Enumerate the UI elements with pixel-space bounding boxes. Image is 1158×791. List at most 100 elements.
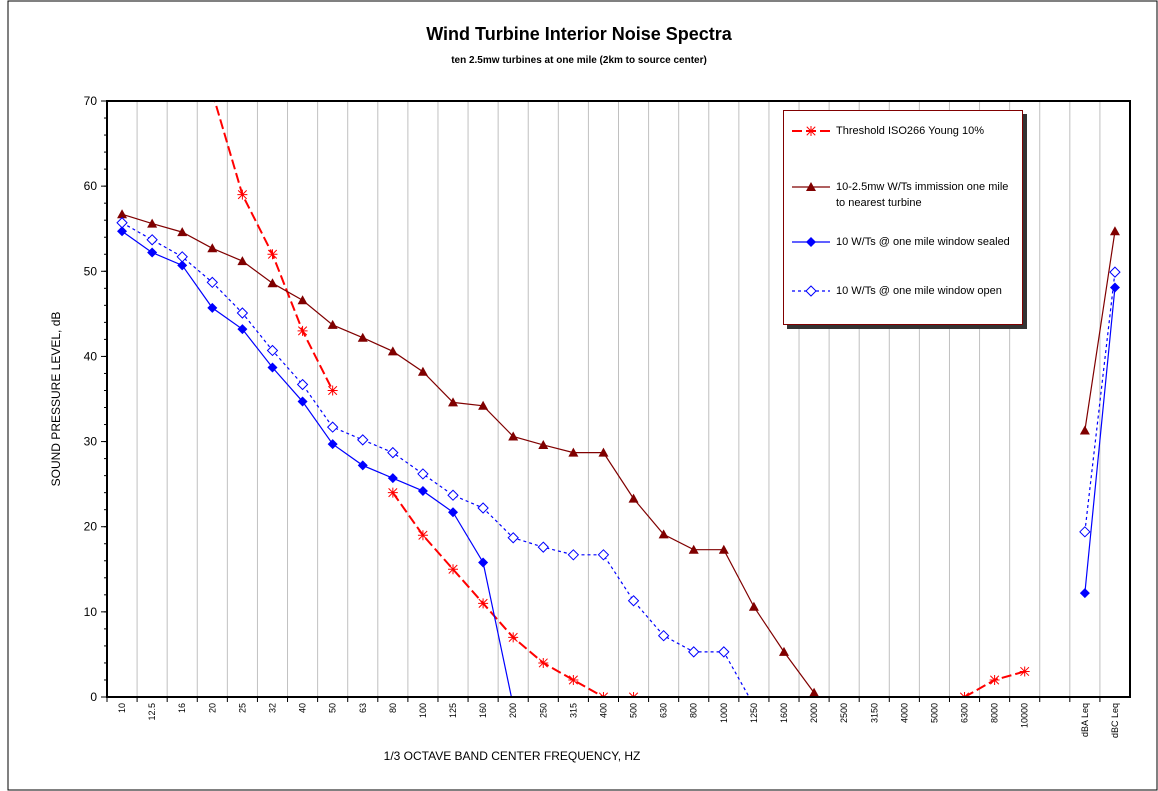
marker bbox=[207, 87, 217, 97]
x-tick-label: 2500 bbox=[839, 703, 849, 723]
marker bbox=[117, 209, 128, 219]
y-tick-label: 70 bbox=[84, 94, 98, 108]
marker bbox=[146, 234, 158, 246]
marker bbox=[448, 397, 459, 407]
marker bbox=[989, 674, 1000, 685]
marker bbox=[417, 468, 429, 480]
marker bbox=[387, 346, 398, 356]
marker bbox=[327, 385, 338, 396]
marker bbox=[568, 447, 579, 457]
x-tick-label: 5000 bbox=[929, 703, 939, 723]
marker bbox=[207, 243, 218, 253]
marker bbox=[597, 549, 610, 561]
marker bbox=[417, 530, 428, 541]
x-tick-label: 63 bbox=[358, 703, 368, 713]
x-tick-label: 80 bbox=[388, 703, 398, 713]
x-tick-label: 8000 bbox=[990, 703, 1000, 723]
marker bbox=[806, 126, 816, 136]
x-tick-label: 1000 bbox=[719, 703, 729, 723]
marker bbox=[806, 237, 816, 247]
marker bbox=[1079, 526, 1091, 538]
marker bbox=[447, 489, 459, 501]
marker bbox=[297, 325, 308, 336]
marker bbox=[778, 646, 789, 656]
chart-subtitle: ten 2.5mw turbines at one mile (2km to s… bbox=[451, 55, 707, 66]
marker bbox=[207, 302, 218, 313]
marker bbox=[417, 485, 428, 496]
marker bbox=[177, 260, 188, 271]
legend-item: 10-2.5mw W/Ts immission one mile to near… bbox=[790, 179, 1016, 211]
x-tick-label: 20 bbox=[207, 703, 217, 713]
marker bbox=[417, 366, 428, 376]
chart-title: Wind Turbine Interior Noise Spectra bbox=[426, 24, 733, 44]
x-tick-label: 160 bbox=[478, 703, 488, 718]
marker bbox=[477, 502, 489, 514]
marker bbox=[266, 344, 279, 357]
marker bbox=[387, 487, 398, 498]
marker bbox=[326, 421, 339, 433]
legend-item: Threshold ISO266 Young 10% bbox=[790, 123, 1016, 139]
marker bbox=[116, 217, 128, 229]
marker bbox=[688, 544, 699, 554]
x-tick-label: 1250 bbox=[749, 703, 759, 723]
marker bbox=[327, 439, 338, 450]
x-tick-label: 32 bbox=[267, 703, 277, 713]
x-tick-label: 100 bbox=[418, 703, 428, 718]
axes: 0 10 20 30 40 50 60 70 10 12.5 16 20 25 32 40 50 63 80 100… bbox=[84, 94, 1120, 738]
series-line bbox=[121, 230, 1116, 697]
grid bbox=[136, 101, 1101, 697]
marker bbox=[357, 434, 369, 446]
marker bbox=[1079, 588, 1090, 599]
legend-item: 10 W/Ts @ one mile window open bbox=[790, 283, 1016, 299]
marker bbox=[237, 324, 248, 335]
marker bbox=[805, 285, 817, 297]
marker bbox=[538, 657, 549, 668]
legend-label: 10 W/Ts @ one mile window open bbox=[836, 285, 1002, 297]
marker bbox=[478, 598, 489, 609]
plot-area bbox=[116, 87, 1121, 697]
x-tick-label: dBC Leq bbox=[1110, 703, 1120, 738]
y-tick-label: 20 bbox=[84, 520, 98, 534]
marker bbox=[658, 529, 669, 539]
x-tick-label: 12.5 bbox=[147, 703, 157, 721]
y-tick-label: 0 bbox=[90, 690, 97, 704]
marker bbox=[387, 473, 398, 484]
y-tick-label: 60 bbox=[84, 179, 98, 193]
marker bbox=[478, 557, 489, 568]
marker bbox=[147, 218, 158, 228]
marker bbox=[567, 549, 580, 561]
marker bbox=[568, 674, 579, 685]
x-tick-label: 10 bbox=[117, 703, 127, 713]
marker bbox=[508, 431, 519, 441]
y-tick-label: 50 bbox=[84, 264, 98, 278]
legend-swatch bbox=[792, 182, 830, 191]
marker bbox=[327, 319, 338, 329]
marker bbox=[448, 564, 459, 575]
marker bbox=[1109, 226, 1120, 236]
legend-swatch bbox=[792, 126, 830, 136]
y-tick-label: 40 bbox=[84, 349, 98, 363]
x-tick-label: 800 bbox=[689, 703, 699, 718]
marker bbox=[357, 460, 368, 471]
marker bbox=[296, 378, 309, 391]
x-tick-label: 6300 bbox=[960, 703, 970, 723]
marker bbox=[507, 532, 519, 544]
marker bbox=[718, 544, 729, 554]
marker bbox=[598, 447, 609, 457]
x-tick-label: 630 bbox=[659, 703, 669, 718]
marker bbox=[387, 446, 399, 459]
x-axis-label: 1/3 OCTAVE BAND CENTER FREQUENCY, HZ bbox=[384, 749, 641, 763]
x-tick-label: 250 bbox=[538, 703, 548, 718]
marker bbox=[147, 247, 158, 258]
frame bbox=[7, 0, 1158, 791]
x-tick-label: 3150 bbox=[869, 703, 879, 723]
marker bbox=[357, 332, 368, 342]
marker bbox=[297, 295, 308, 305]
legend-swatch bbox=[792, 285, 830, 297]
marker bbox=[748, 601, 759, 611]
marker bbox=[688, 646, 700, 658]
x-tick-label: 315 bbox=[568, 703, 578, 718]
marker bbox=[806, 182, 816, 191]
